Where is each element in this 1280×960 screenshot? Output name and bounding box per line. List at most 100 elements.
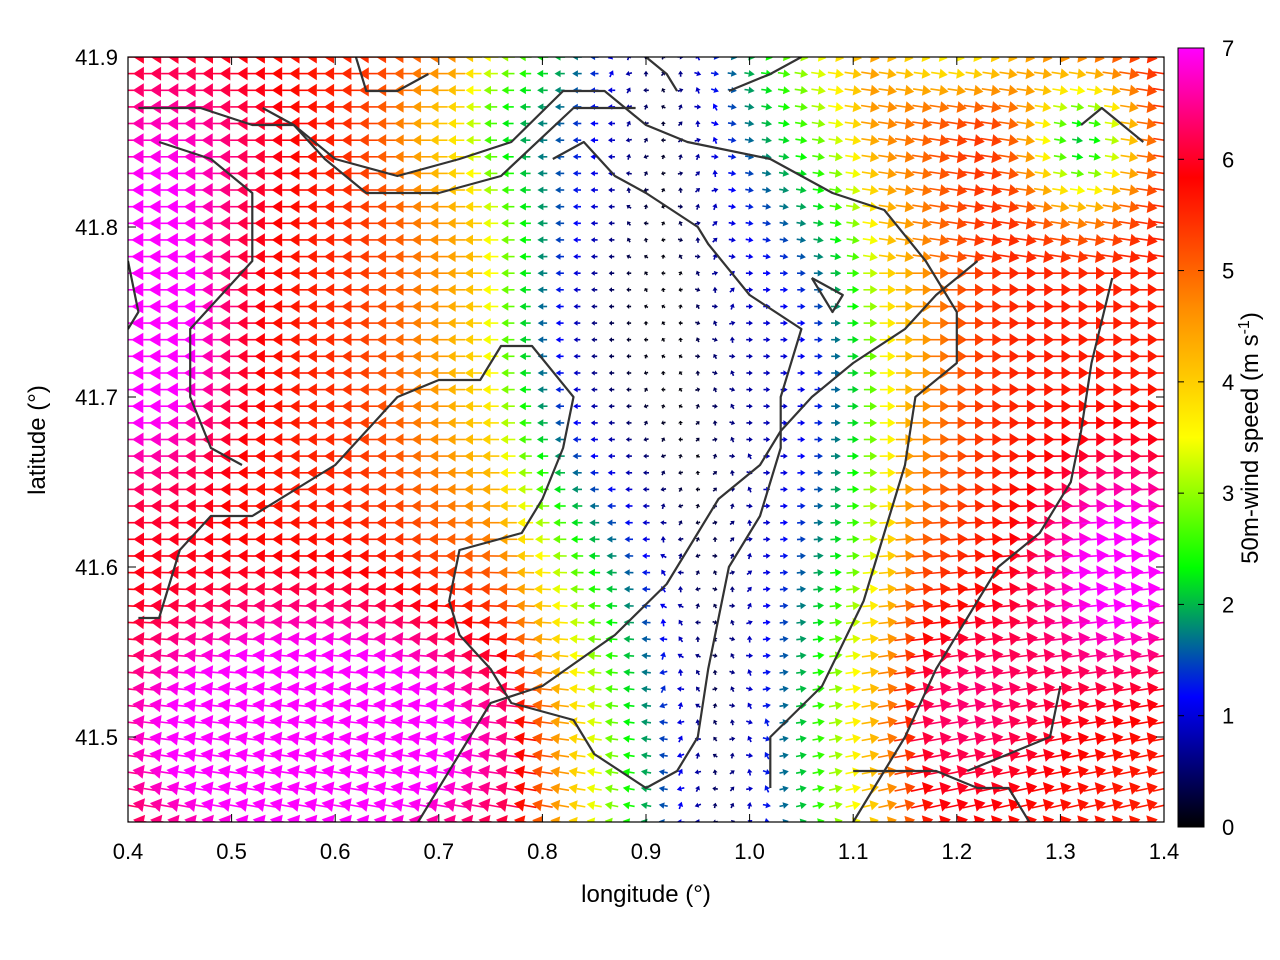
x-tick-label: 1.0 xyxy=(734,839,765,864)
wind-arrow xyxy=(861,118,880,130)
wind-arrow xyxy=(963,101,985,113)
wind-arrow xyxy=(997,266,1020,280)
wind-arrow xyxy=(729,287,735,293)
wind-arrow xyxy=(1067,217,1088,230)
wind-arrow xyxy=(795,152,808,161)
wind-arrow xyxy=(537,253,548,260)
wind-arrow xyxy=(608,270,615,276)
wind-arrow xyxy=(727,57,738,61)
wind-arrow xyxy=(1069,185,1086,195)
wind-arrow xyxy=(626,87,631,94)
wind-arrow xyxy=(1101,266,1124,280)
wind-arrow xyxy=(555,270,564,277)
wind-arrow xyxy=(779,219,789,227)
wind-arrow xyxy=(878,234,897,246)
wind-arrow xyxy=(998,117,1019,130)
wind-arrow xyxy=(895,201,915,213)
wind-arrow xyxy=(1119,184,1140,196)
wind-arrow xyxy=(501,318,515,328)
wind-arrow xyxy=(712,303,718,309)
wind-arrow xyxy=(429,267,449,279)
wind-arrow xyxy=(677,204,684,210)
wind-arrow xyxy=(831,319,841,327)
wind-arrow xyxy=(643,204,649,210)
wind-arrow xyxy=(1033,184,1053,196)
wind-arrow xyxy=(643,154,649,159)
wind-arrow xyxy=(695,87,701,94)
wind-arrow xyxy=(464,234,483,246)
wind-arrow xyxy=(1051,68,1070,79)
wind-arrow xyxy=(1120,118,1139,129)
wind-arrow xyxy=(1087,102,1102,112)
wind-arrow xyxy=(695,270,701,277)
wind-arrow xyxy=(963,150,985,164)
wind-arrow xyxy=(879,318,896,329)
wind-arrow xyxy=(929,117,950,130)
wind-arrow xyxy=(828,118,844,129)
wind-arrow xyxy=(554,70,565,78)
wind-arrow xyxy=(711,120,719,127)
wind-arrow xyxy=(661,88,666,93)
wind-arrow xyxy=(813,219,824,227)
wind-arrow xyxy=(777,86,791,95)
wind-arrow xyxy=(728,203,737,210)
wind-arrow xyxy=(745,270,754,276)
wind-arrow xyxy=(778,102,791,111)
x-tick-label: 0.5 xyxy=(216,839,247,864)
wind-arrow xyxy=(1101,217,1123,230)
wind-arrow xyxy=(878,101,898,113)
wind-arrow xyxy=(1136,167,1157,180)
wind-arrow xyxy=(797,320,806,326)
wind-arrow xyxy=(780,286,789,293)
wind-arrow xyxy=(608,304,615,309)
wind-arrow xyxy=(997,184,1020,197)
colorbar-tick-label: 1 xyxy=(1222,704,1234,729)
wind-arrow xyxy=(643,220,649,226)
wind-arrow xyxy=(1016,151,1036,163)
wind-arrow xyxy=(997,250,1020,263)
wind-arrow xyxy=(608,70,614,78)
wind-arrow xyxy=(626,237,632,243)
wind-arrow xyxy=(482,318,499,328)
wind-arrow xyxy=(929,167,950,180)
wind-arrow xyxy=(951,57,965,62)
wind-arrow xyxy=(501,86,515,95)
wind-arrow xyxy=(1014,233,1037,247)
wind-arrow xyxy=(554,57,566,61)
wind-arrow xyxy=(608,220,615,226)
wind-arrow xyxy=(678,254,683,260)
wind-arrow xyxy=(1035,151,1051,162)
wind-arrow xyxy=(745,236,754,243)
wind-arrow xyxy=(660,154,666,160)
wind-arrow xyxy=(863,285,878,295)
wind-arrow xyxy=(1153,121,1164,125)
wind-arrow xyxy=(537,120,548,127)
wind-arrow xyxy=(779,253,789,260)
wind-arrow xyxy=(827,68,844,79)
wind-arrow xyxy=(744,136,755,144)
wind-arrow xyxy=(777,69,791,78)
wind-arrow xyxy=(519,236,531,244)
wind-arrow xyxy=(1136,117,1157,130)
wind-arrow xyxy=(912,167,933,180)
wind-arrow xyxy=(796,236,807,244)
wind-arrow xyxy=(813,269,824,277)
wind-arrow xyxy=(464,284,483,296)
wind-arrow xyxy=(1016,84,1036,96)
wind-arrow xyxy=(811,135,826,145)
wind-arrow xyxy=(761,136,772,144)
wind-arrow xyxy=(946,117,968,130)
wind-arrow xyxy=(429,201,449,213)
wind-arrow xyxy=(643,187,649,193)
wind-arrow xyxy=(572,70,582,77)
wind-arrow xyxy=(780,303,788,310)
wind-arrow xyxy=(695,237,701,243)
wind-arrow xyxy=(446,251,466,263)
wind-arrow xyxy=(660,254,666,259)
wind-arrows xyxy=(128,57,1164,822)
wind-arrow xyxy=(929,250,950,263)
wind-arrow xyxy=(661,304,666,309)
wind-arrow xyxy=(1069,85,1086,95)
wind-arrow xyxy=(694,287,701,292)
wind-arrow xyxy=(483,218,499,228)
